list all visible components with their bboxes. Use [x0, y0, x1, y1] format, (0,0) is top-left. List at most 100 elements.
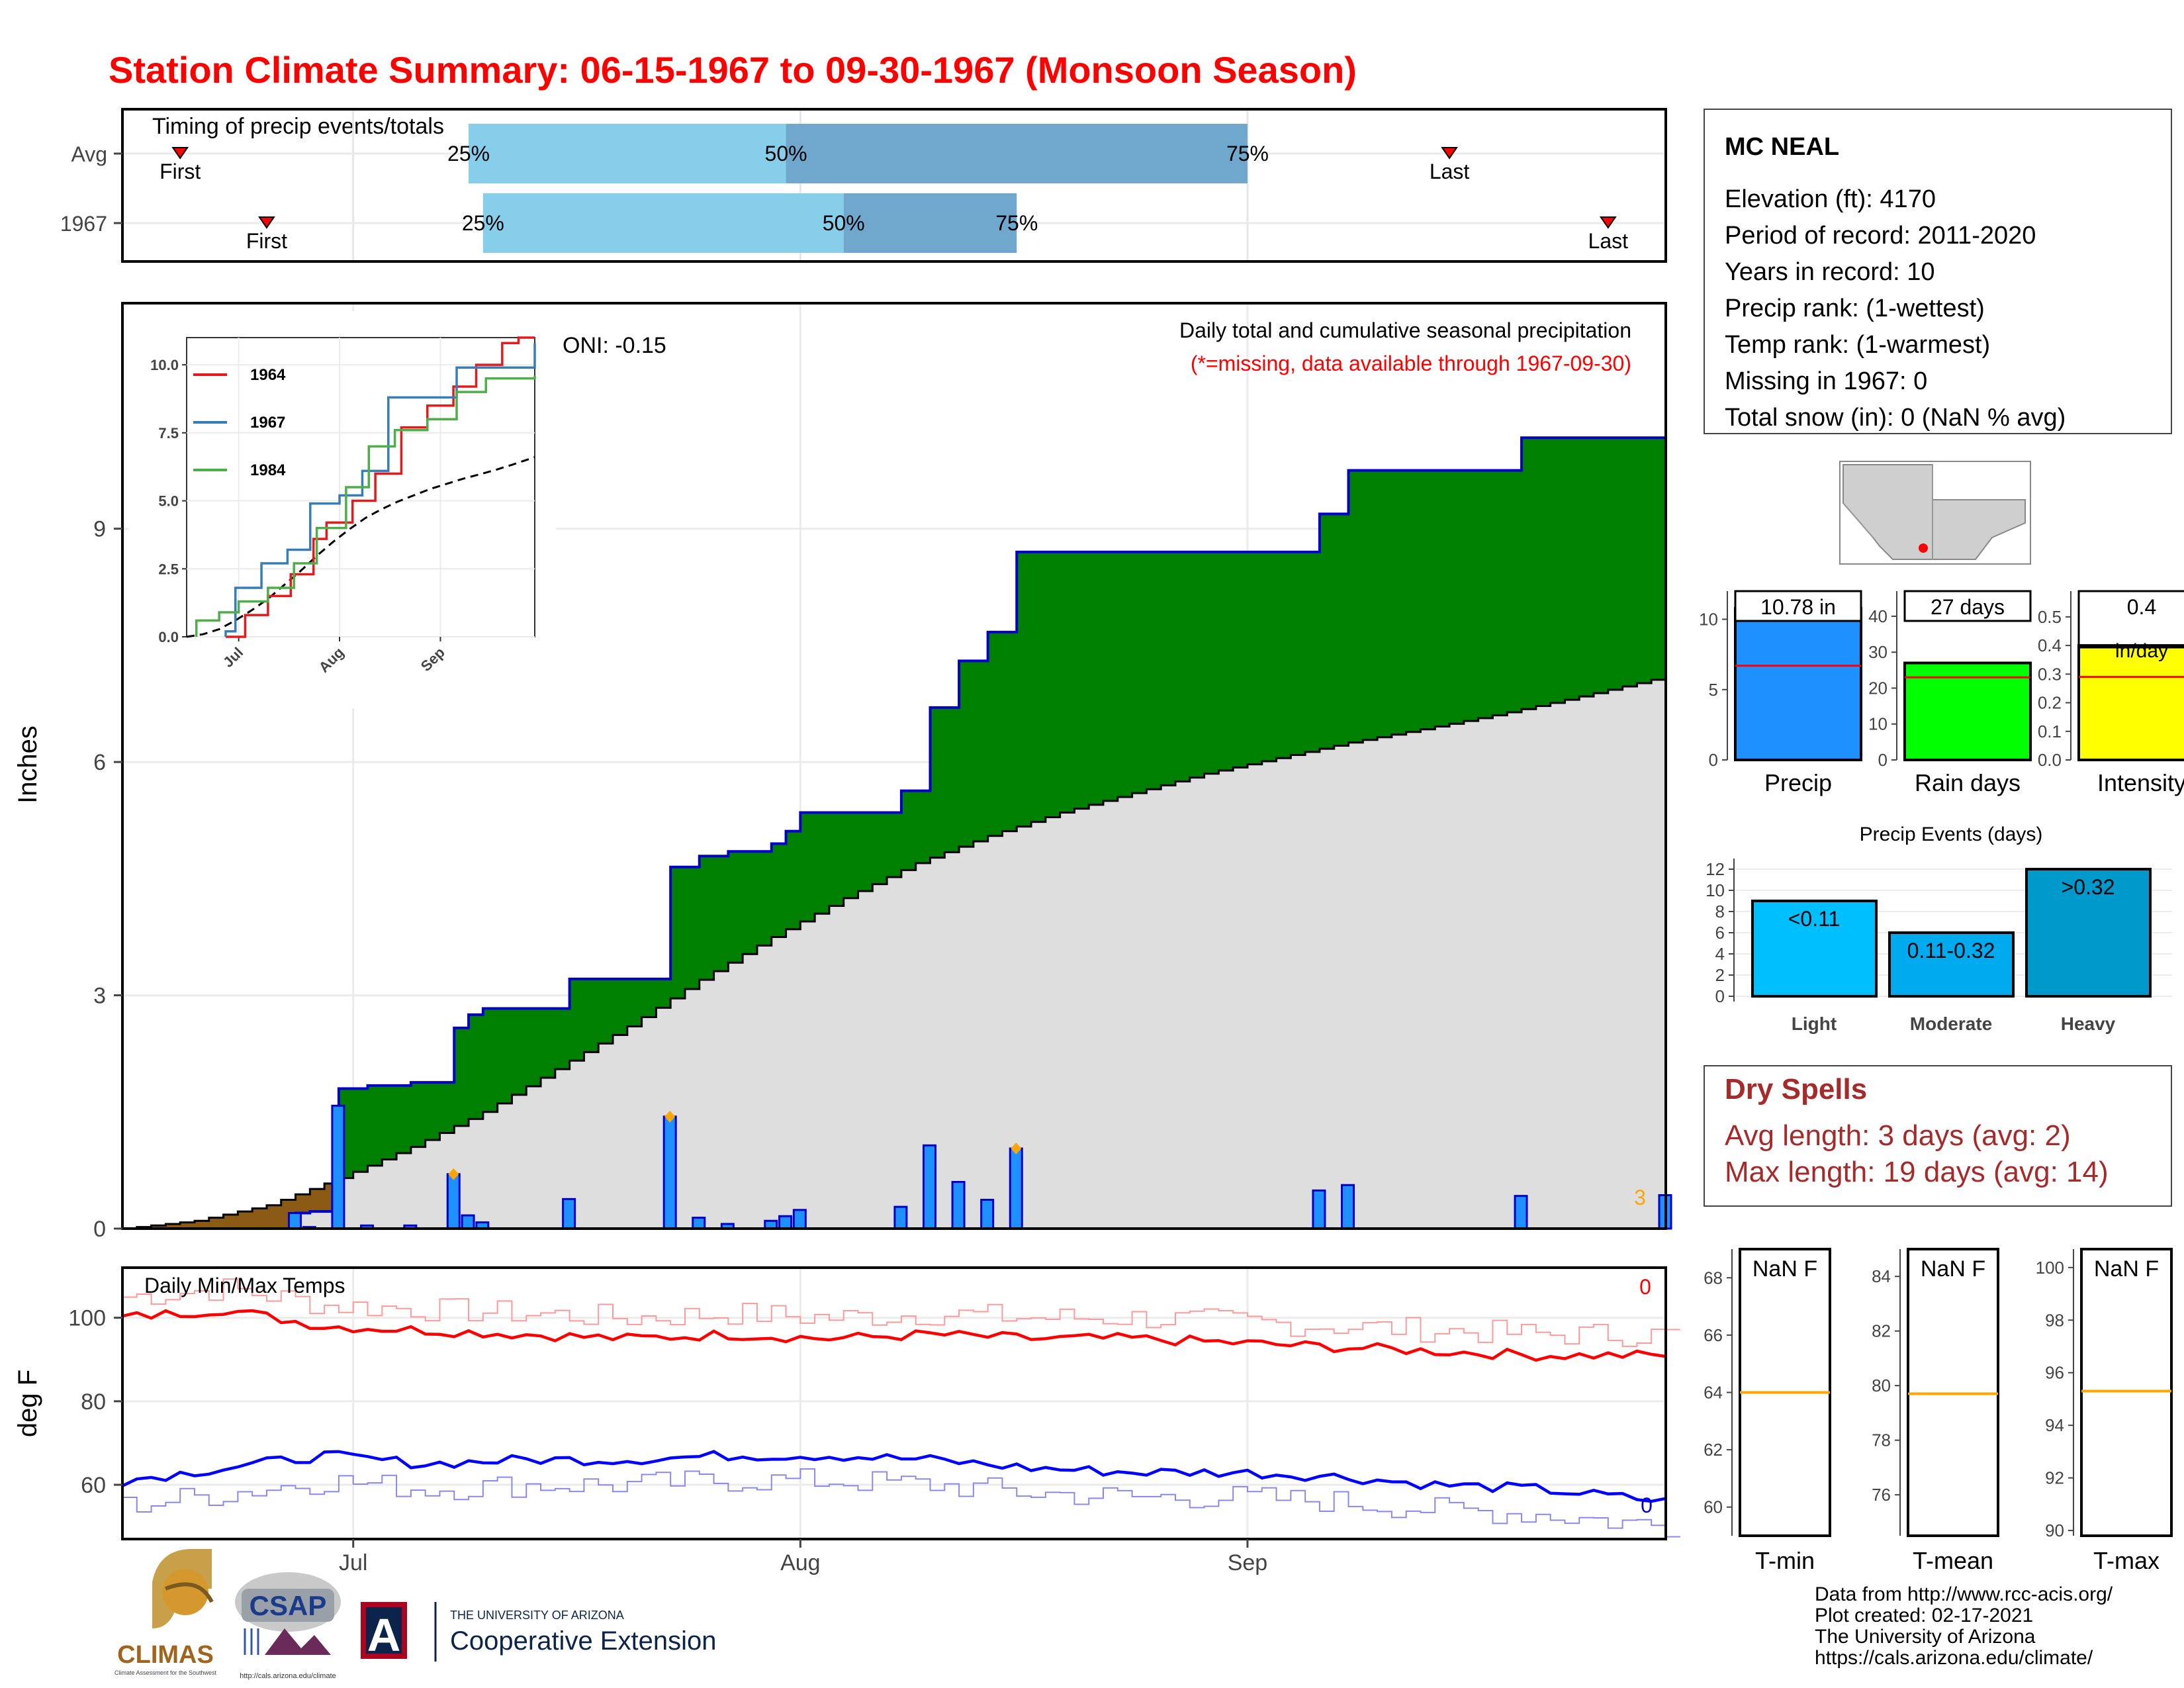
surplus-fill	[1522, 438, 1537, 710]
dry-spells-max: Max length: 19 days (avg: 14)	[1725, 1156, 2109, 1188]
gauge-label-box	[1903, 590, 2032, 622]
surplus-fill	[1291, 551, 1306, 755]
deficit-fill	[194, 1221, 210, 1229]
temp-gauge-ytick-label: 96	[2045, 1363, 2064, 1383]
surplus-fill	[1045, 551, 1061, 818]
gauge-value-label: 0.4	[2127, 595, 2156, 619]
surplus-fill	[800, 812, 815, 921]
daily-precip-bar	[922, 1144, 936, 1230]
locator-map	[1839, 461, 2031, 565]
daily-precip-bar	[1009, 1147, 1023, 1230]
climas-tagline: Climate Assessment for the Southwest	[114, 1669, 217, 1676]
missing-marker	[448, 1168, 459, 1180]
footer-line: Plot created: 02-17-2021	[1815, 1605, 2033, 1626]
gauge-ytick-label: 0.4	[2038, 635, 2062, 655]
temp-gauge-ytick-label: 62	[1704, 1440, 1723, 1460]
inset-ytick-label: 2.5	[158, 561, 179, 577]
surplus-fill	[1146, 551, 1161, 790]
surplus-fill	[944, 707, 960, 853]
footer-line: The University of Arizona	[1815, 1626, 2036, 1648]
csap-url: http://cals.arizona.edu/climate	[240, 1672, 336, 1680]
events-bar	[2025, 868, 2152, 998]
surplus-fill	[1103, 551, 1118, 801]
surplus-fill	[1391, 470, 1407, 735]
precip-corner-label: 3	[1634, 1186, 1646, 1209]
gauge-ytick-label: 0.1	[2038, 722, 2062, 741]
timing-bar-q25-q50	[469, 124, 786, 183]
temp-gauge-ytick-label: 60	[1704, 1497, 1723, 1517]
timing-bar-q50-q75	[786, 124, 1248, 183]
page-title: Station Climate Summary: 06-15-1967 to 0…	[109, 49, 1357, 91]
events-bar-label: >0.32	[2062, 875, 2115, 899]
temp-gauge-category-label: T-mean	[1913, 1547, 1993, 1574]
surplus-fill	[425, 1082, 440, 1141]
dry-spells-avg: Avg length: 3 days (avg: 2)	[1725, 1119, 2071, 1152]
events-bar	[1751, 900, 1878, 998]
surplus-fill	[1276, 551, 1291, 759]
timing-first-marker	[171, 147, 189, 160]
surplus-fill	[541, 1008, 556, 1078]
surplus-fill	[1637, 438, 1652, 683]
surplus-fill	[1463, 470, 1479, 722]
gauge-ytick-label: 10	[1699, 610, 1718, 630]
surplus-fill	[1449, 470, 1465, 724]
temp-gauge-ytick-label: 90	[2045, 1521, 2064, 1540]
gauge-ytick-label: 5	[1709, 680, 1718, 700]
surplus-fill	[1348, 470, 1363, 743]
surplus-fill	[1565, 438, 1580, 700]
events-bar	[1888, 931, 2015, 998]
gauge-ytick-label: 0.0	[2038, 750, 2062, 770]
ua-name: THE UNIVERSITY OF ARIZONA	[450, 1609, 624, 1622]
station-line: Missing in 1967: 0	[1725, 367, 1927, 395]
surplus-fill	[973, 661, 989, 841]
daily-precip-bar	[461, 1214, 475, 1230]
temp-ytick-label: 60	[81, 1473, 106, 1498]
surplus-fill	[901, 790, 917, 870]
temp-gauge-ytick-label: 94	[2045, 1415, 2064, 1435]
timing-q50-label: 50%	[765, 142, 807, 165]
temp-panel: Daily Min/Max Temps 0 0 deg F 60 80 100 Jul…	[13, 1266, 1680, 1575]
temp-max-missing: 0	[1639, 1275, 1651, 1299]
temp-gauge-ytick-label: 84	[1872, 1266, 1891, 1286]
tmax-line	[122, 1309, 1666, 1362]
daily-precip-bar	[1312, 1189, 1326, 1230]
gauge-value-unit: in/day	[2115, 640, 2168, 662]
events-bar-label: <0.11	[1788, 907, 1841, 931]
daily-precip-bar	[288, 1212, 302, 1230]
surplus-fill	[396, 1085, 412, 1154]
gauge-value-label: 27 days	[1931, 595, 2005, 619]
gauge-ytick-label: 0.3	[2038, 664, 2062, 684]
surplus-fill	[1002, 632, 1017, 831]
ua-cooperative-extension-logo: A THE UNIVERSITY OF ARIZONA Cooperative …	[361, 1602, 716, 1662]
surplus-fill	[1507, 470, 1522, 712]
daily-precip-bar	[662, 1115, 677, 1230]
gauge-category-label: Intensity	[2097, 769, 2184, 796]
surplus-fill	[815, 812, 830, 914]
dry-spells-box: Dry Spells Avg length: 3 days (avg: 2) M…	[1704, 1065, 2172, 1207]
temp-xtick-label: Jul	[339, 1550, 367, 1575]
gauge-ytick-label: 0	[1709, 750, 1718, 770]
temp-ytick-label: 100	[68, 1306, 106, 1331]
surplus-fill	[1550, 438, 1565, 703]
gauge-value-label: 10.78 in	[1760, 595, 1836, 619]
events-category-label: Moderate	[1910, 1013, 1992, 1034]
daily-precip-bar	[446, 1173, 461, 1230]
precip-ytick-label: 0	[93, 1217, 106, 1242]
surplus-fill	[584, 978, 599, 1053]
temp-gauge-ytick-label: 98	[2045, 1310, 2064, 1330]
daily-precip-bar	[1341, 1184, 1355, 1230]
surplus-fill	[353, 1088, 369, 1172]
temp-gauge-ytick-label: 66	[1704, 1325, 1723, 1345]
footer-line: https://cals.arizona.edu/climate/	[1815, 1647, 2093, 1669]
timing-q50-label: 50%	[823, 211, 865, 235]
climas-logo: CLIMAS Climate Assessment for the Southw…	[114, 1549, 217, 1676]
temp-gauge-value-label: NaN F	[2094, 1256, 2159, 1282]
events-ytick-label: 4	[1715, 944, 1725, 964]
surplus-fill	[858, 812, 873, 892]
events-ytick-label: 2	[1715, 965, 1725, 985]
timing-last-marker	[1599, 216, 1617, 229]
station-line: Total snow (in): 0 (NaN % avg)	[1725, 404, 2066, 432]
surplus-fill	[439, 1082, 455, 1133]
daily-precip-bar	[331, 1104, 345, 1230]
tmax-thin-line	[122, 1278, 1680, 1347]
